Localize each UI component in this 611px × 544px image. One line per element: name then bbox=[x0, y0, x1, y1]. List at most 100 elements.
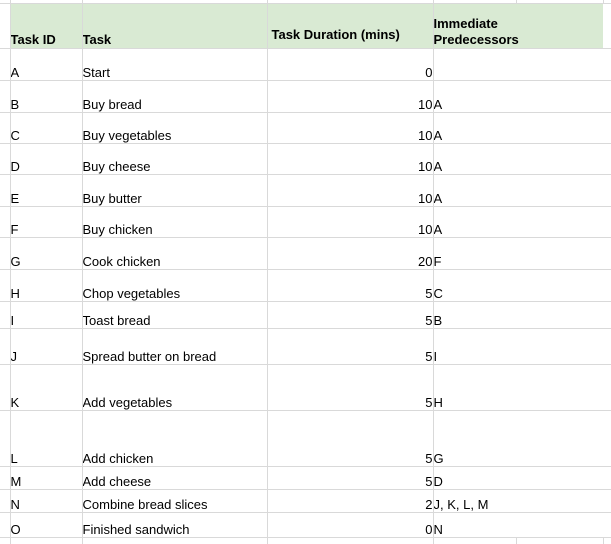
cell-task-id[interactable]: E bbox=[9, 174, 82, 207]
table-row: O Finished sandwich 0 N bbox=[0, 512, 611, 538]
cell-duration[interactable]: 5 bbox=[266, 301, 433, 329]
cell-predecessors[interactable]: A bbox=[432, 112, 603, 144]
cell-task[interactable]: Finished sandwich bbox=[81, 512, 267, 538]
cell-task[interactable]: Chop vegetables bbox=[81, 269, 267, 302]
cell-predecessors[interactable]: G bbox=[432, 410, 603, 467]
cell-task[interactable]: Add chicken bbox=[81, 410, 267, 467]
cell-duration[interactable]: 20 bbox=[266, 237, 433, 270]
cell-duration[interactable]: 10 bbox=[266, 206, 433, 238]
cell-duration[interactable]: 10 bbox=[266, 174, 433, 207]
gridline-stub bbox=[81, 537, 267, 544]
margin-cell bbox=[0, 48, 10, 81]
cell-duration[interactable]: 5 bbox=[266, 466, 433, 490]
margin-cell bbox=[0, 328, 10, 365]
margin-cell bbox=[603, 80, 611, 113]
header-row: Task ID Task Task Duration (mins) Immedi… bbox=[0, 3, 611, 49]
cell-task-id[interactable]: I bbox=[9, 301, 82, 329]
margin-cell bbox=[0, 410, 10, 467]
cell-duration[interactable]: 5 bbox=[266, 269, 433, 302]
cell-duration[interactable]: 0 bbox=[266, 512, 433, 538]
cell-task[interactable]: Buy cheese bbox=[81, 143, 267, 175]
cell-task-id[interactable]: N bbox=[9, 489, 82, 513]
cell-predecessors[interactable]: A bbox=[432, 206, 603, 238]
margin-cell bbox=[0, 143, 10, 175]
margin-cell bbox=[603, 410, 611, 467]
cell-predecessors[interactable]: A bbox=[432, 80, 603, 113]
cell-predecessors[interactable]: N bbox=[432, 512, 603, 538]
margin-cell bbox=[0, 174, 10, 207]
table-row: B Buy bread 10 A bbox=[0, 80, 611, 113]
cell-task-id[interactable]: H bbox=[9, 269, 82, 302]
cell-duration[interactable]: 10 bbox=[266, 80, 433, 113]
cell-duration[interactable]: 10 bbox=[266, 112, 433, 144]
cell-task[interactable]: Buy vegetables bbox=[81, 112, 267, 144]
margin-cell bbox=[0, 466, 10, 490]
cell-task-id[interactable]: G bbox=[9, 237, 82, 270]
sheet-row-above-table bbox=[0, 0, 611, 4]
margin-cell bbox=[603, 206, 611, 238]
table-row: A Start 0 bbox=[0, 48, 611, 81]
cell-duration[interactable]: 0 bbox=[266, 48, 433, 81]
margin-cell bbox=[603, 112, 611, 144]
cell-predecessors[interactable]: A bbox=[432, 143, 603, 175]
table-row: J Spread butter on bread 5 I bbox=[0, 328, 611, 365]
cell-task[interactable]: Add cheese bbox=[81, 466, 267, 490]
cell-task-id[interactable]: A bbox=[9, 48, 82, 81]
sheet-row-below-table bbox=[0, 537, 611, 544]
cell-duration[interactable]: 10 bbox=[266, 143, 433, 175]
cell-task[interactable]: Add vegetables bbox=[81, 364, 267, 411]
table-row: C Buy vegetables 10 A bbox=[0, 112, 611, 144]
cell-task-id[interactable]: O bbox=[9, 512, 82, 538]
header-cell-task[interactable]: Task bbox=[81, 3, 267, 49]
table-row: G Cook chicken 20 F bbox=[0, 237, 611, 270]
cell-predecessors[interactable]: A bbox=[432, 174, 603, 207]
gridline-stub bbox=[515, 537, 603, 544]
cell-task[interactable]: Buy butter bbox=[81, 174, 267, 207]
cell-task-id[interactable]: D bbox=[9, 143, 82, 175]
gridline-stub bbox=[432, 0, 516, 4]
margin-cell bbox=[0, 512, 10, 538]
cell-predecessors[interactable]: H bbox=[432, 364, 603, 411]
gridline-stub bbox=[602, 0, 611, 4]
cell-predecessors[interactable]: B bbox=[432, 301, 603, 329]
cell-task[interactable]: Toast bread bbox=[81, 301, 267, 329]
cell-task[interactable]: Spread butter on bread bbox=[81, 328, 267, 365]
gridline-stub bbox=[81, 0, 267, 4]
header-cell-duration[interactable]: Task Duration (mins) bbox=[266, 3, 433, 49]
table-row: N Combine bread slices 2 J, K, L, M bbox=[0, 489, 611, 513]
margin-cell bbox=[0, 3, 10, 49]
cell-task-id[interactable]: F bbox=[9, 206, 82, 238]
cell-predecessors[interactable]: D bbox=[432, 466, 603, 490]
cell-task[interactable]: Buy chicken bbox=[81, 206, 267, 238]
cell-predecessors[interactable]: F bbox=[432, 237, 603, 270]
cell-task-id[interactable]: K bbox=[9, 364, 82, 411]
gridline-stub bbox=[9, 0, 82, 4]
header-cell-task-id[interactable]: Task ID bbox=[9, 3, 82, 49]
cell-duration[interactable]: 5 bbox=[266, 328, 433, 365]
cell-duration[interactable]: 5 bbox=[266, 364, 433, 411]
cell-duration[interactable]: 2 bbox=[266, 489, 433, 513]
table-row: I Toast bread 5 B bbox=[0, 301, 611, 329]
cell-task-id[interactable]: C bbox=[9, 112, 82, 144]
header-cell-predecessors[interactable]: Immediate Predecessors bbox=[432, 3, 603, 49]
margin-cell bbox=[603, 512, 611, 538]
cell-task[interactable]: Combine bread slices bbox=[81, 489, 267, 513]
cell-task-id[interactable]: M bbox=[9, 466, 82, 490]
cell-task[interactable]: Start bbox=[81, 48, 267, 81]
cell-task[interactable]: Cook chicken bbox=[81, 237, 267, 270]
margin-cell bbox=[603, 48, 611, 81]
cell-predecessors[interactable] bbox=[432, 48, 603, 81]
cell-predecessors[interactable]: J, K, L, M bbox=[432, 489, 603, 513]
cell-predecessors[interactable]: I bbox=[432, 328, 603, 365]
cell-task-id[interactable]: L bbox=[9, 410, 82, 467]
margin-cell bbox=[603, 364, 611, 411]
gridline-stub bbox=[9, 537, 82, 544]
cell-task-id[interactable]: J bbox=[9, 328, 82, 365]
header-predecessors-label: Immediate Predecessors bbox=[433, 15, 519, 47]
cell-task-id[interactable]: B bbox=[9, 80, 82, 113]
cell-duration[interactable]: 5 bbox=[266, 410, 433, 467]
cell-task[interactable]: Buy bread bbox=[81, 80, 267, 113]
cell-predecessors[interactable]: C bbox=[432, 269, 603, 302]
